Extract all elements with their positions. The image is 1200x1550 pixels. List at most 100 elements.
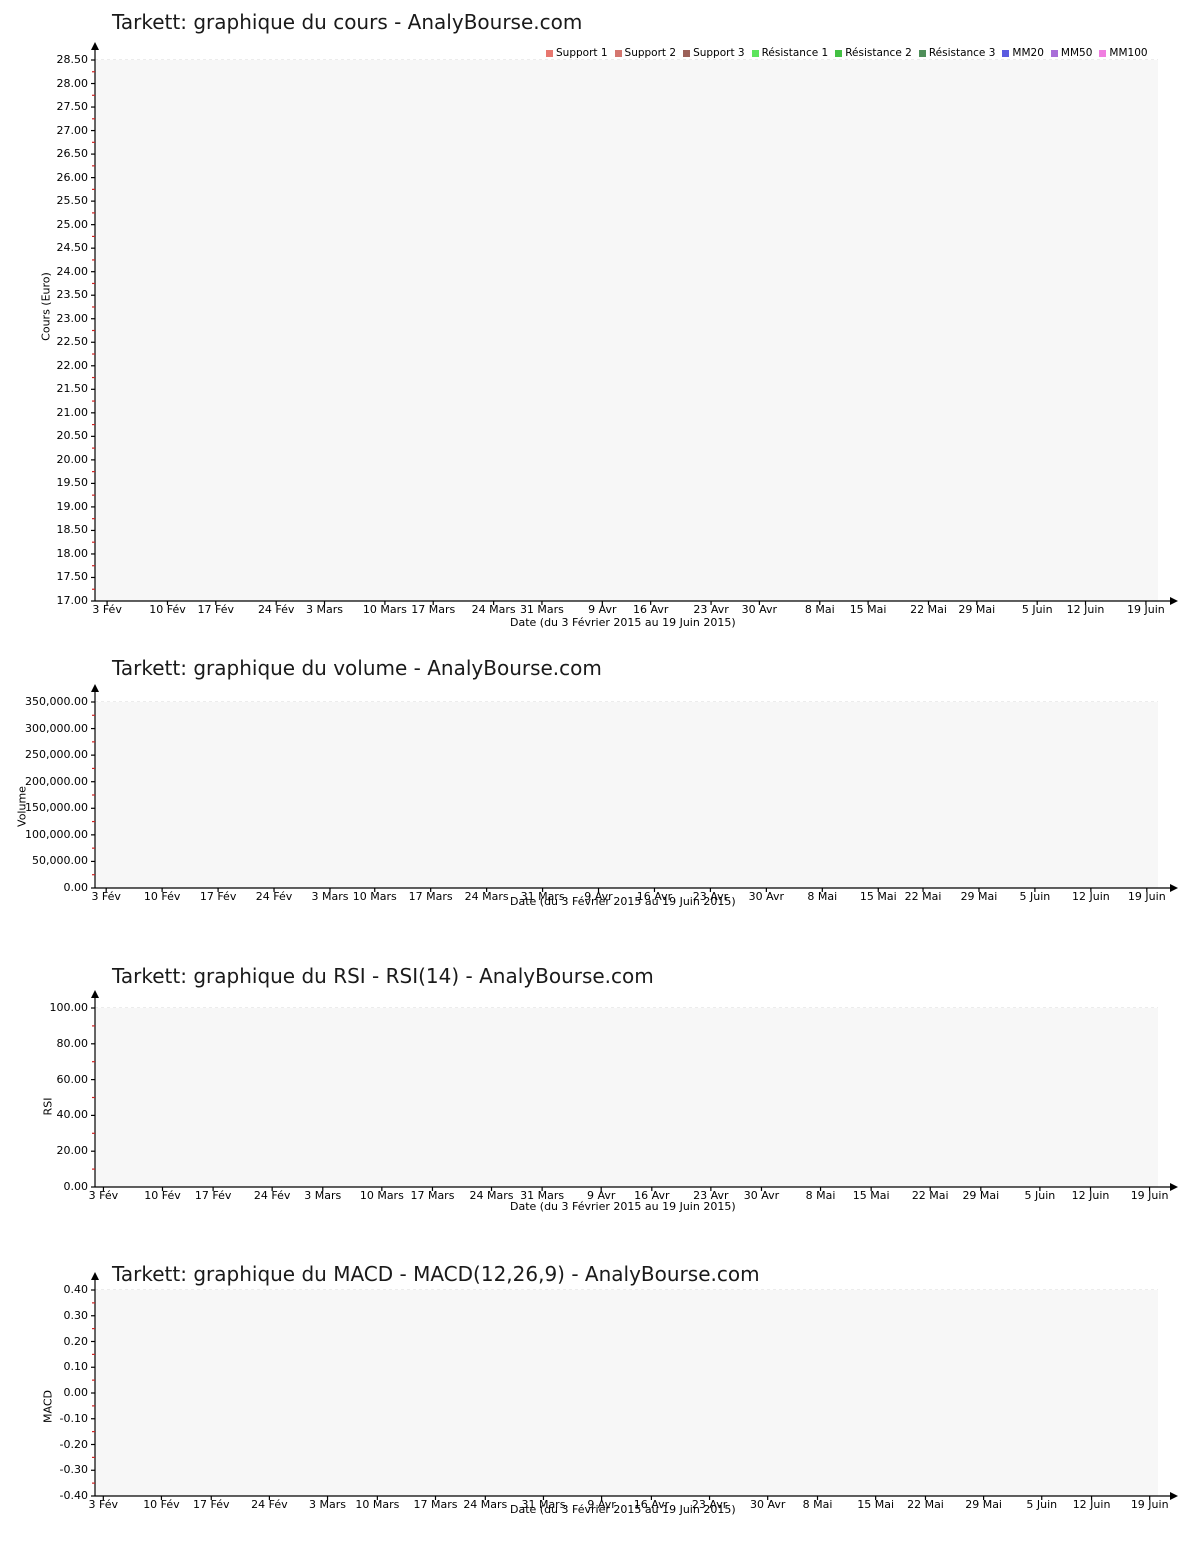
x-tick-label: 17 Fév — [197, 603, 235, 616]
y-tick-label: -0.20 — [59, 1437, 88, 1451]
y-tick-label: -0.40 — [59, 1489, 88, 1502]
legend-item-0[interactable]: Support 1 — [546, 47, 608, 59]
x-tick-label: 23 Avr — [693, 1189, 729, 1202]
legend-label: Résistance 3 — [928, 47, 996, 59]
x-tick-label: 31 Mars — [519, 603, 564, 616]
legend-label: Support 3 — [693, 47, 745, 59]
rsi-y-axis-label: RSI — [41, 1097, 55, 1116]
y-tick-label: 28.50 — [56, 53, 89, 66]
y-tick-label: 25.00 — [56, 217, 89, 231]
y-tick-label: 23.00 — [56, 311, 89, 325]
y-tick-label: 27.00 — [56, 123, 89, 137]
x-tick-label: 3 Mars — [309, 1498, 347, 1511]
y-tick-label: 100,000.00 — [25, 827, 88, 841]
y-tick-label: 150,000.00 — [25, 801, 88, 815]
x-tick-label: 5 Juin — [1019, 890, 1051, 903]
x-tick-label: 10 Mars — [359, 1189, 404, 1202]
legend-item-1[interactable]: Support 2 — [614, 47, 676, 59]
y-tick-label: 300,000.00 — [25, 721, 88, 735]
volume-chart-canvas[interactable] — [0, 650, 1200, 960]
y-tick-label: 0.20 — [63, 1334, 89, 1348]
x-tick-label: 9 Avr — [587, 1498, 616, 1511]
x-tick-label: 24 Fév — [255, 890, 293, 903]
y-tick-label: 22.50 — [56, 335, 89, 349]
y-tick-label: 0.10 — [63, 1360, 89, 1374]
x-tick-label: 3 Mars — [304, 1189, 342, 1202]
y-tick-label: 27.50 — [56, 100, 89, 114]
y-tick-label: 20.00 — [56, 1144, 89, 1158]
x-tick-label: 5 Juin — [1021, 603, 1053, 616]
macd-x-axis-label: Date (du 3 Février 2015 au 19 Juin 2015) — [510, 1503, 736, 1516]
x-tick-label: 19 Juin — [1127, 603, 1165, 616]
y-tick-label: 24.00 — [56, 264, 89, 278]
x-tick-label: 24 Mars — [464, 890, 509, 903]
x-tick-label: 10 Fév — [144, 1189, 181, 1202]
x-tick-label: 19 Juin — [1130, 1189, 1169, 1202]
x-tick-label: 5 Juin — [1024, 1189, 1056, 1202]
legend-item-7[interactable]: MM50 — [1050, 47, 1092, 59]
x-tick-label: 24 Mars — [471, 603, 516, 616]
x-tick-label: 12 Juin — [1071, 1189, 1110, 1202]
x-tick-label: 17 Mars — [408, 890, 453, 903]
x-tick-label: 31 Mars — [521, 1498, 566, 1511]
y-tick-label: 0.00 — [63, 1180, 89, 1193]
y-tick-label: 18.50 — [56, 523, 89, 537]
x-tick-label: 23 Avr — [691, 1498, 728, 1511]
legend-swatch-icon — [835, 49, 843, 57]
x-tick-label: 31 Mars — [520, 890, 565, 903]
x-tick-label: 30 Avr — [741, 603, 778, 616]
legend-swatch-icon — [1050, 49, 1058, 57]
y-tick-label: 0.00 — [63, 1386, 89, 1399]
x-tick-label: 15 Mai — [857, 1498, 895, 1511]
legend-item-3[interactable]: Résistance 1 — [751, 47, 828, 59]
x-tick-label: 9 Avr — [586, 1189, 616, 1202]
y-tick-label: 40.00 — [56, 1108, 89, 1122]
y-tick-label: 20.00 — [56, 452, 89, 466]
legend-item-5[interactable]: Résistance 3 — [918, 47, 996, 59]
y-tick-label: 21.50 — [56, 382, 89, 396]
legend-label: MM100 — [1109, 47, 1148, 59]
legend-label: MM20 — [1012, 47, 1044, 59]
x-tick-label: 15 Mai — [849, 603, 887, 616]
y-tick-label: 50,000.00 — [32, 854, 88, 868]
x-tick-label: 10 Fév — [149, 603, 186, 616]
x-tick-label: 9 Avr — [588, 603, 617, 616]
y-tick-label: 0.30 — [63, 1308, 89, 1322]
x-tick-label: 31 Mars — [520, 1189, 565, 1202]
x-tick-label: 19 Juin — [1130, 1498, 1169, 1511]
x-tick-label: 22 Mai — [910, 603, 947, 616]
y-tick-label: 19.50 — [56, 476, 89, 490]
rsi-chart-canvas[interactable] — [0, 960, 1200, 1250]
legend-item-4[interactable]: Résistance 2 — [835, 47, 912, 59]
y-tick-label: 19.00 — [56, 499, 89, 513]
x-tick-label: 22 Mai — [907, 1498, 944, 1511]
legend-swatch-icon — [751, 49, 759, 57]
price-chart-canvas[interactable] — [0, 0, 1200, 650]
x-tick-label: 24 Mars — [463, 1498, 508, 1511]
x-tick-label: 22 Mai — [911, 1189, 949, 1202]
price-chart-legend: Support 1 Support 2 Support 3 Résistance 1 R… — [546, 47, 1153, 59]
y-tick-label: 18.00 — [56, 546, 89, 560]
x-tick-label: 3 Fév — [88, 1189, 119, 1202]
y-tick-label: 26.00 — [56, 170, 89, 184]
price-chart-title: Tarkett: graphique du cours - AnalyBours… — [112, 10, 583, 34]
x-tick-label: 16 Avr — [636, 890, 673, 903]
x-tick-label: 16 Avr — [634, 1189, 670, 1202]
legend-item-8[interactable]: MM100 — [1099, 47, 1148, 59]
legend-item-2[interactable]: Support 3 — [683, 47, 745, 59]
x-tick-label: 9 Avr — [584, 890, 613, 903]
legend-swatch-icon — [918, 49, 926, 57]
legend-swatch-icon — [1099, 49, 1107, 57]
legend-swatch-icon — [614, 49, 622, 57]
x-tick-label: 16 Avr — [632, 603, 669, 616]
volume-chart-panel: Tarkett: graphique du volume - AnalyBour… — [0, 650, 1200, 960]
legend-swatch-icon — [546, 49, 553, 57]
y-tick-label: -0.30 — [59, 1463, 88, 1477]
x-tick-label: 30 Avr — [743, 1189, 780, 1202]
macd-chart-canvas[interactable] — [0, 1250, 1200, 1550]
x-tick-label: 17 Fév — [193, 1498, 230, 1511]
y-tick-label: 100.00 — [49, 1001, 89, 1014]
x-tick-label: 24 Fév — [253, 1189, 291, 1202]
legend-item-6[interactable]: MM20 — [1002, 47, 1044, 59]
y-tick-label: 24.50 — [56, 241, 89, 255]
